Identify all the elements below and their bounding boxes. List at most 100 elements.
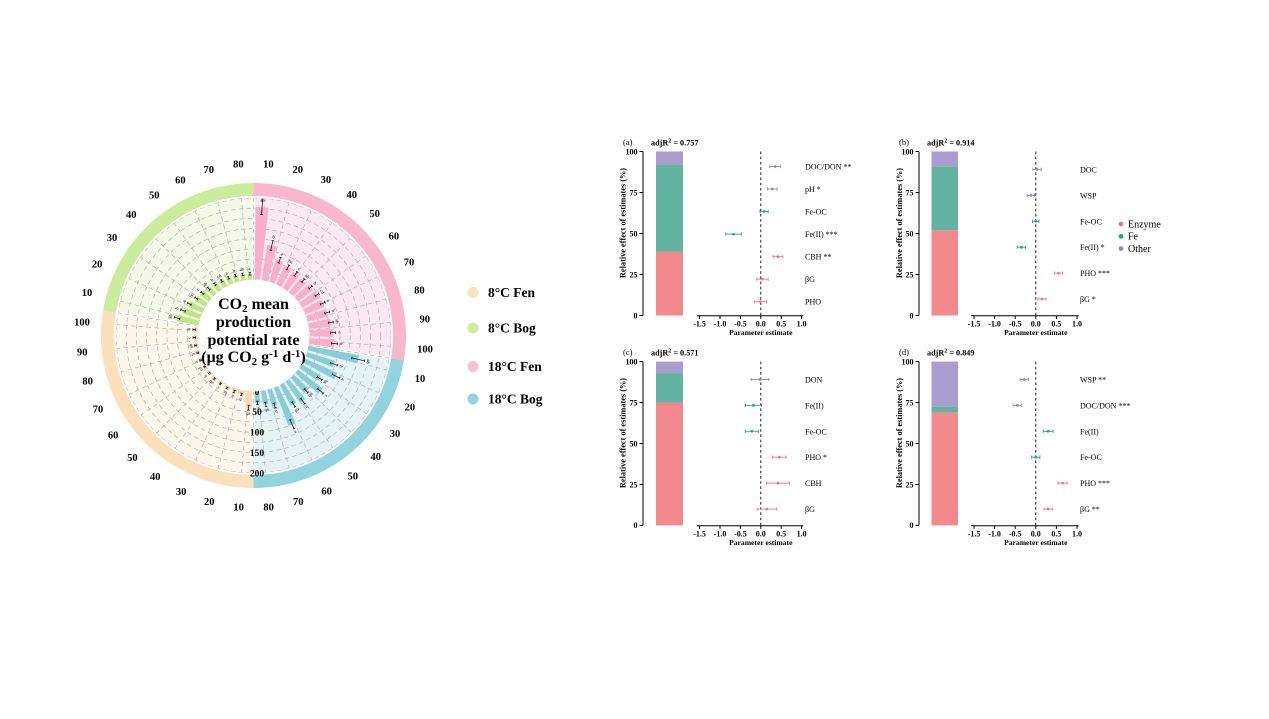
svg-text:1.0: 1.0 [1072, 320, 1082, 329]
svg-text:50: 50 [369, 209, 380, 220]
svg-text:Parameter estimate: Parameter estimate [1004, 538, 1068, 547]
svg-text:80: 80 [82, 377, 93, 388]
svg-text:100: 100 [417, 345, 433, 356]
svg-text:30: 30 [176, 487, 187, 498]
svg-text:CBH **: CBH ** [805, 253, 831, 262]
svg-text:50: 50 [630, 439, 638, 448]
svg-text:1.0: 1.0 [797, 529, 807, 538]
svg-text:Fe(II) ***: Fe(II) *** [805, 230, 838, 239]
svg-text:adjR2 = 0.571: adjR2 = 0.571 [651, 349, 698, 358]
svg-text:Other: Other [1128, 244, 1151, 255]
svg-text:Fe-OC: Fe-OC [1080, 217, 1102, 226]
svg-text:Parameter estimate: Parameter estimate [1004, 328, 1068, 337]
svg-text:-1.5: -1.5 [968, 529, 981, 538]
svg-text:40: 40 [126, 210, 137, 221]
svg-text:PHO: PHO [805, 298, 821, 307]
svg-text:18°C Fen: 18°C Fen [488, 359, 542, 374]
svg-text:100: 100 [902, 147, 914, 156]
svg-text:60: 60 [321, 487, 332, 498]
svg-text:DOC/DON **: DOC/DON ** [805, 163, 851, 172]
svg-text:0: 0 [910, 311, 914, 320]
svg-text:0: 0 [634, 311, 638, 320]
svg-text:25: 25 [630, 270, 638, 279]
svg-text:10: 10 [415, 374, 426, 385]
svg-text:30: 30 [107, 233, 118, 244]
svg-text:-1.0: -1.0 [988, 320, 1001, 329]
svg-text:100: 100 [250, 429, 265, 439]
svg-text:60: 60 [175, 175, 186, 186]
svg-text:30: 30 [321, 175, 332, 186]
svg-text:50: 50 [252, 408, 262, 418]
svg-text:75: 75 [906, 188, 914, 197]
svg-text:0: 0 [634, 521, 638, 530]
svg-text:100: 100 [626, 147, 638, 156]
svg-text:Fe(II) *: Fe(II) * [1080, 243, 1105, 252]
svg-text:20: 20 [204, 497, 215, 508]
svg-text:80: 80 [414, 285, 425, 296]
svg-text:150: 150 [250, 449, 265, 459]
svg-text:DON: DON [805, 375, 823, 384]
svg-text:80: 80 [263, 502, 274, 513]
svg-text:10: 10 [82, 288, 93, 299]
svg-text:30: 30 [390, 429, 401, 440]
svg-text:(c): (c) [623, 347, 633, 357]
svg-text:c: c [187, 337, 192, 339]
svg-text:βG: βG [805, 505, 815, 514]
svg-text:Fe(II): Fe(II) [1080, 427, 1099, 436]
svg-text:adjR2 = 0.757: adjR2 = 0.757 [651, 139, 698, 148]
svg-text:(b): (b) [899, 137, 909, 147]
svg-text:0: 0 [910, 521, 914, 530]
svg-text:1.0: 1.0 [1072, 529, 1082, 538]
svg-text:100: 100 [626, 357, 638, 366]
svg-text:-1.0: -1.0 [714, 320, 727, 329]
svg-text:-1.0: -1.0 [714, 529, 727, 538]
svg-text:25: 25 [630, 480, 638, 489]
svg-text:20: 20 [293, 165, 304, 176]
svg-text:PHO ***: PHO *** [1080, 269, 1110, 278]
svg-text:8°C Bog: 8°C Bog [488, 321, 536, 336]
svg-text:Fe-OC: Fe-OC [1080, 453, 1102, 462]
svg-text:75: 75 [630, 398, 638, 407]
svg-text:βG *: βG * [1080, 295, 1096, 304]
svg-text:Relative effect of estimates (: Relative effect of estimates (%) [895, 378, 904, 488]
svg-text:25: 25 [906, 270, 914, 279]
svg-text:70: 70 [293, 497, 304, 508]
svg-text:c: c [248, 266, 250, 271]
svg-text:Fe-OC: Fe-OC [805, 208, 827, 217]
svg-text:Parameter estimate: Parameter estimate [729, 328, 793, 337]
svg-text:50: 50 [149, 190, 160, 201]
svg-text:75: 75 [906, 398, 914, 407]
svg-text:adjR2 = 0.849: adjR2 = 0.849 [927, 349, 974, 358]
svg-text:40: 40 [370, 452, 381, 463]
svg-text:-1.5: -1.5 [968, 320, 981, 329]
svg-text:90: 90 [77, 347, 88, 358]
svg-text:Fe-OC: Fe-OC [805, 427, 827, 436]
svg-text:CO2 mean: CO2 mean [218, 296, 289, 315]
svg-text:pH *: pH * [805, 185, 821, 194]
svg-text:(a): (a) [623, 137, 633, 147]
svg-text:-1.0: -1.0 [988, 529, 1001, 538]
svg-text:Parameter estimate: Parameter estimate [729, 538, 793, 547]
svg-text:Fe(II): Fe(II) [805, 401, 824, 410]
svg-text:100: 100 [902, 357, 914, 366]
svg-text:Fe: Fe [1128, 232, 1139, 243]
svg-text:70: 70 [404, 257, 415, 268]
svg-text:c: c [337, 331, 342, 333]
svg-text:potential rate: potential rate [208, 332, 300, 349]
svg-text:20: 20 [405, 403, 416, 414]
svg-text:1.0: 1.0 [797, 320, 807, 329]
svg-text:WSP: WSP [1080, 191, 1097, 200]
svg-text:50: 50 [347, 472, 358, 483]
svg-text:70: 70 [93, 405, 104, 416]
svg-text:50: 50 [906, 229, 914, 238]
svg-text:50: 50 [906, 439, 914, 448]
svg-text:75: 75 [630, 188, 638, 197]
svg-text:DOC/DON ***: DOC/DON *** [1080, 401, 1130, 410]
svg-text:-1.5: -1.5 [693, 320, 706, 329]
svg-text:50: 50 [630, 229, 638, 238]
svg-text:Relative effect of estimates (: Relative effect of estimates (%) [895, 168, 904, 278]
svg-text:8°C Fen: 8°C Fen [488, 285, 536, 300]
svg-text:Enzyme: Enzyme [1128, 219, 1161, 230]
svg-text:adjR2 = 0.914: adjR2 = 0.914 [927, 139, 974, 148]
svg-text:PHO ***: PHO *** [1080, 479, 1110, 488]
